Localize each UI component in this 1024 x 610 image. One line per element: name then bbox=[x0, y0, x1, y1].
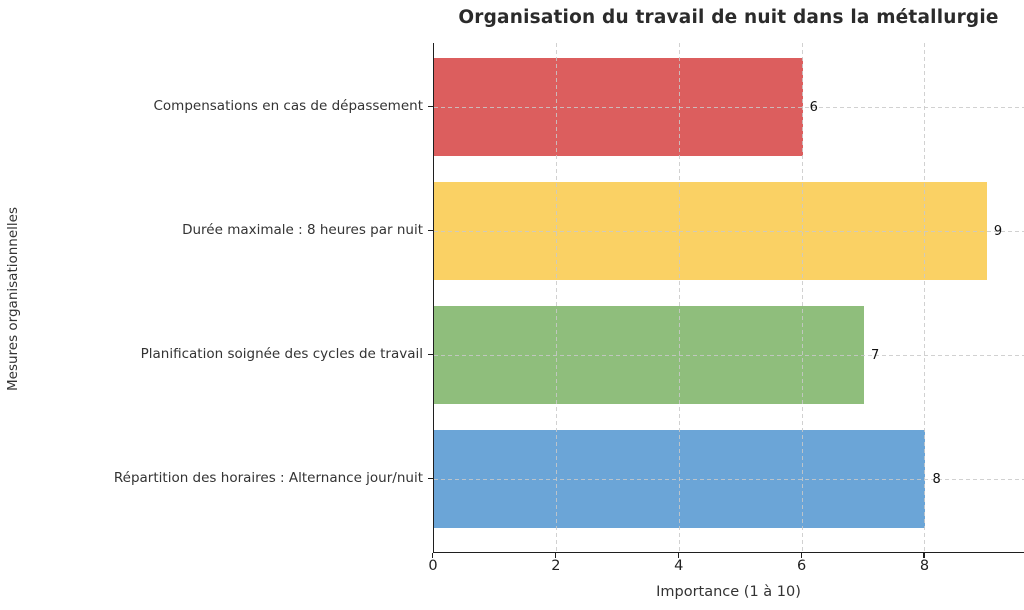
x-tick-mark bbox=[554, 553, 557, 558]
x-tick-label: 2 bbox=[551, 558, 561, 574]
x-tick-mark bbox=[677, 553, 680, 558]
category-label: Planification soignée des cycles de trav… bbox=[140, 346, 423, 362]
category-label: Compensations en cas de dépassement bbox=[153, 98, 424, 114]
category-label: Durée maximale : 8 heures par nuit bbox=[182, 222, 423, 238]
x-tick-label: 8 bbox=[919, 558, 930, 574]
x-tick-mark bbox=[923, 553, 925, 558]
bar-value-label: 6 bbox=[809, 100, 818, 115]
vertical-gridline bbox=[678, 43, 680, 552]
bar-value-label: 7 bbox=[871, 348, 880, 363]
bar-value-label: 9 bbox=[993, 224, 1003, 239]
horizontal-gridline bbox=[434, 479, 1024, 480]
horizontal-gridline bbox=[434, 107, 1024, 108]
chart-title: Organisation du travail de nuit dans la … bbox=[458, 7, 999, 28]
plot-area: 6 9 7 8 bbox=[433, 43, 1024, 553]
y-tick-mark bbox=[428, 106, 433, 108]
vertical-gridline bbox=[801, 43, 803, 552]
x-tick-label: 0 bbox=[428, 558, 438, 574]
x-axis-label: Importance (1 à 10) bbox=[656, 584, 801, 600]
y-tick-mark bbox=[428, 230, 433, 232]
horizontal-gridline bbox=[434, 355, 1024, 356]
category-label: Répartition des horaires : Alternance jo… bbox=[113, 470, 423, 486]
horizontal-gridline bbox=[434, 231, 1024, 232]
x-tick-mark bbox=[432, 553, 434, 558]
y-tick-mark bbox=[428, 478, 433, 480]
vertical-gridline bbox=[555, 43, 557, 552]
vertical-gridline bbox=[924, 43, 926, 552]
y-tick-mark bbox=[428, 354, 433, 356]
bar-value-label: 8 bbox=[932, 472, 941, 487]
x-tick-label: 4 bbox=[674, 558, 684, 574]
y-axis-label: Mesures organisationnelles bbox=[5, 206, 21, 392]
x-tick-mark bbox=[800, 553, 802, 558]
x-tick-label: 6 bbox=[796, 558, 807, 574]
